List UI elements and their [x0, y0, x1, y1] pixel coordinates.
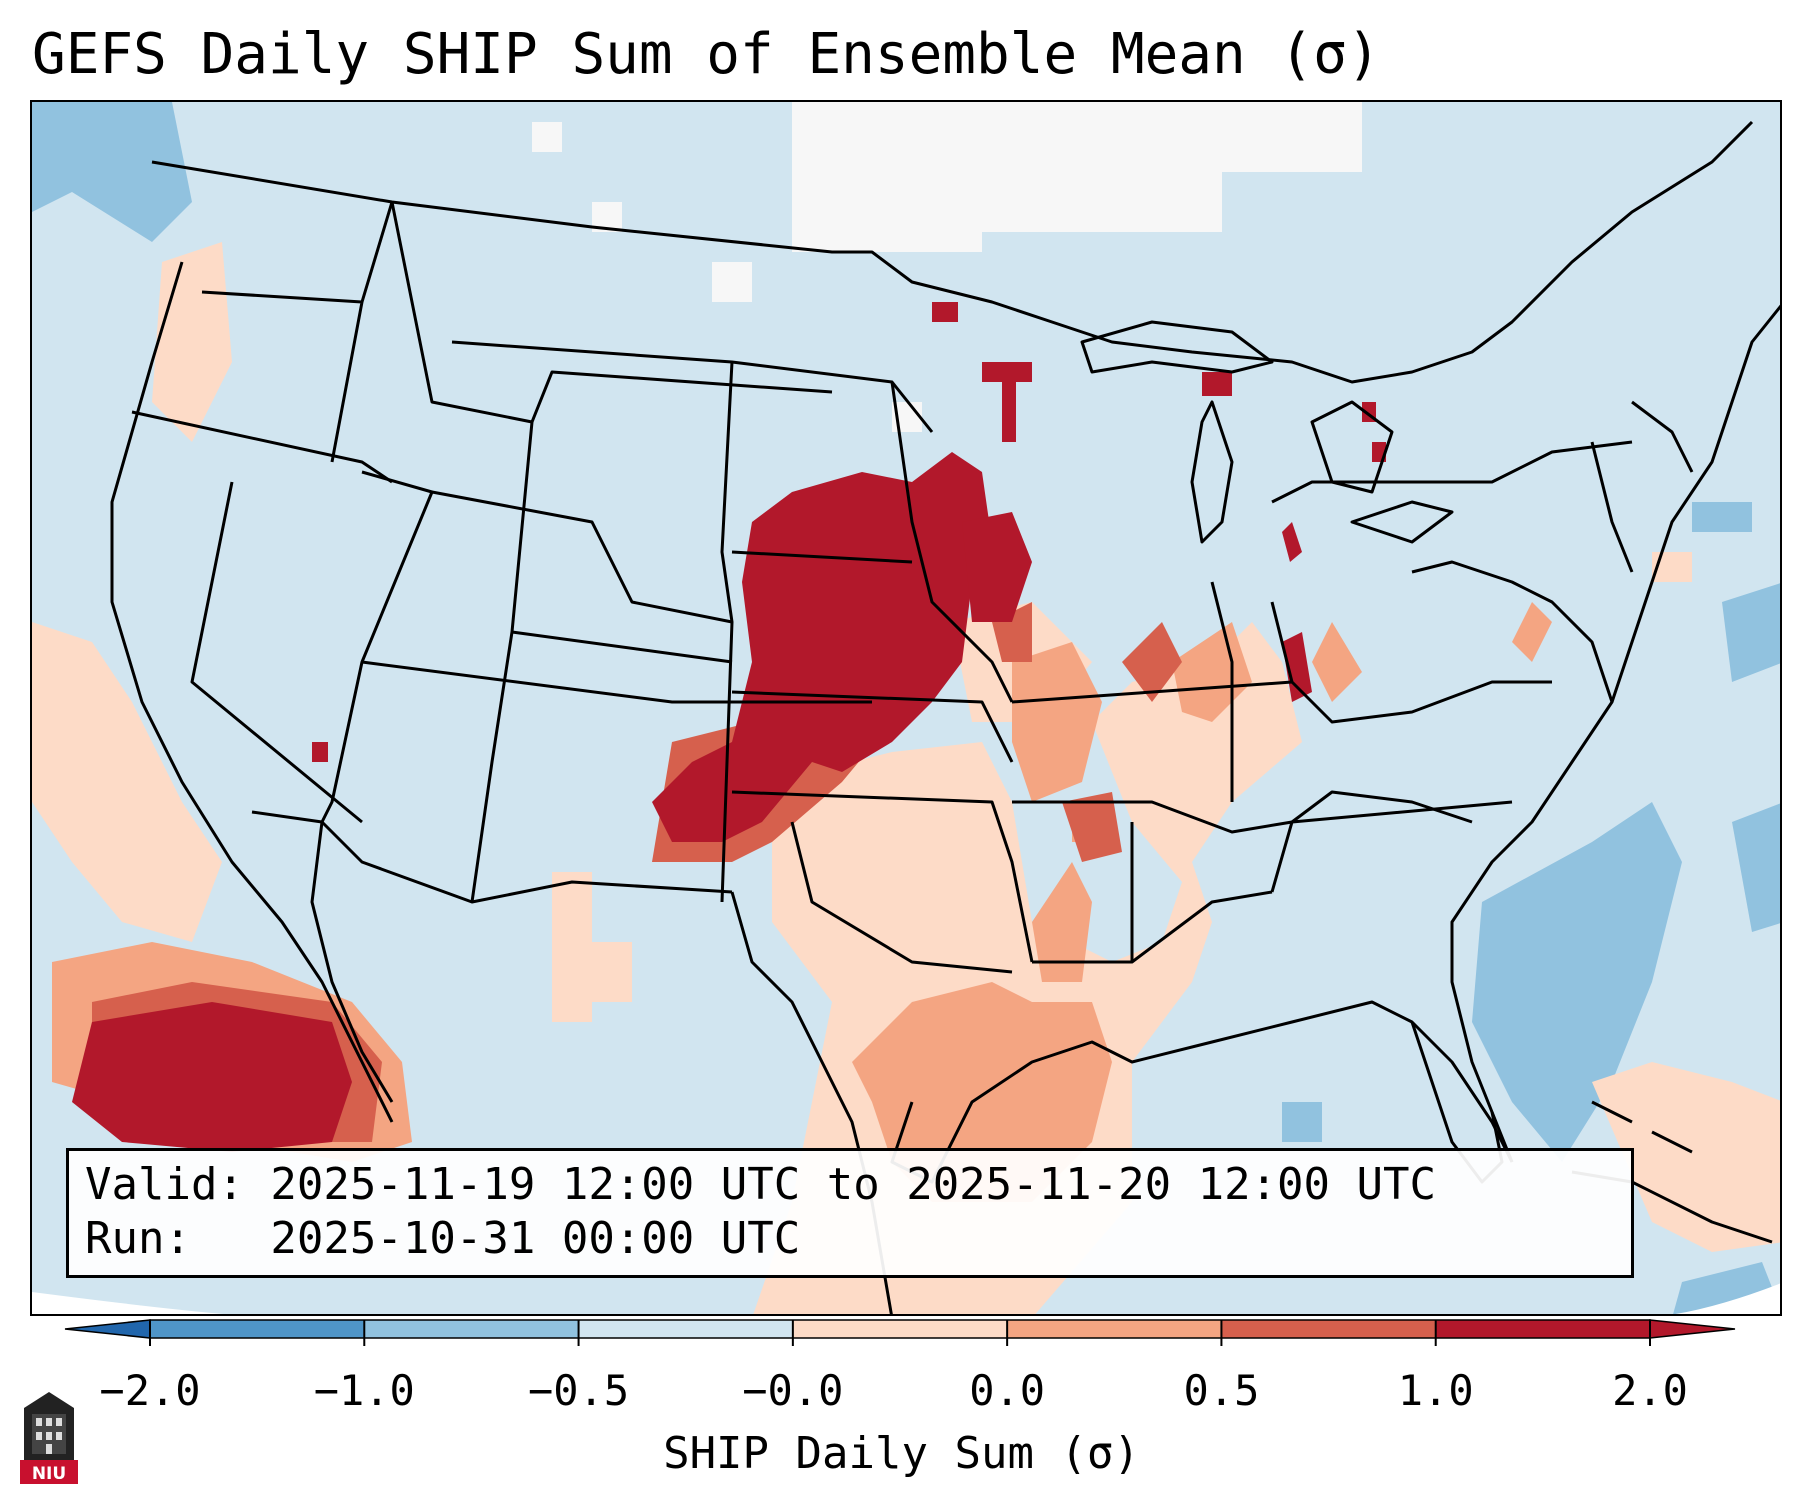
- colorbar-extend-high: [1649, 1319, 1736, 1339]
- colorbar-tick-label: 0.5: [1183, 1366, 1260, 1415]
- nd-sd-mn: [890, 381, 1014, 703]
- great-lakes-south: [1271, 440, 1633, 504]
- niu-logo: NIU: [20, 1390, 78, 1486]
- logo-text: NIU: [32, 1464, 66, 1484]
- run-time-line: Run: 2025-10-31 00:00 UTC: [85, 1213, 801, 1264]
- colorbar-tick-label: 1.0: [1397, 1366, 1474, 1415]
- id-wy-border: [431, 490, 733, 624]
- colorbar-segment: [1435, 1320, 1650, 1338]
- in-border: [1210, 581, 1234, 802]
- ky-va-border: [1270, 601, 1552, 724]
- ks-border: [731, 690, 1014, 763]
- wy-co-border: [511, 630, 733, 664]
- canada-border: [151, 120, 1754, 384]
- us-mexico-border: [251, 810, 733, 904]
- neutral-zones: [532, 102, 1362, 432]
- projection-edge-right: [1675, 1283, 1780, 1314]
- colorbar-segment: [1221, 1320, 1436, 1338]
- mo-ia-border: [1011, 680, 1293, 704]
- lake-erie: [1350, 500, 1454, 544]
- colorbar-ticks: [149, 1320, 1651, 1346]
- ga-sc-border: [1270, 790, 1473, 893]
- nv-ut-co: [361, 660, 872, 704]
- valid-time-line: Valid: 2025-11-19 12:00 UTC to 2025-11-2…: [85, 1159, 1437, 1210]
- map-canvas: [32, 102, 1780, 1314]
- tx-red-river: [790, 821, 1013, 974]
- colorbar-label: SHIP Daily Sum (σ): [663, 1428, 1140, 1479]
- lake-superior: [1080, 320, 1274, 374]
- colorbar-tick-label: −0.5: [527, 1366, 630, 1415]
- ar-tn-border: [1012, 800, 1513, 834]
- colorbar-segment: [1007, 1320, 1222, 1338]
- colorbar-tick-label: −2.0: [99, 1366, 201, 1415]
- negative-zones: [32, 102, 1780, 1314]
- ok-tx-border: [731, 790, 1034, 963]
- pa-md-va: [1411, 560, 1614, 703]
- mt-border: [390, 201, 833, 424]
- ny-nj-border: [1590, 441, 1634, 573]
- sd-ne-border: [731, 550, 913, 564]
- colorbar-extend-low: [64, 1319, 151, 1339]
- wy-ne-border: [720, 361, 734, 903]
- very-strong-positive-zones: [72, 302, 1386, 1152]
- new-england: [1631, 400, 1694, 473]
- id-north: [360, 201, 394, 303]
- projection-edge-left: [32, 1292, 224, 1314]
- lake-huron: [1310, 400, 1394, 494]
- colorbar-segment: [792, 1320, 1008, 1338]
- lake-michigan: [1190, 400, 1234, 544]
- mt-nd-border: [451, 340, 934, 433]
- colorbar-segments: [64, 1319, 1736, 1339]
- colorbar-segment: [364, 1320, 579, 1338]
- colorbar: [64, 1319, 1736, 1346]
- map-title: GEFS Daily SHIP Sum of Ensemble Mean (σ): [32, 22, 1381, 87]
- colorbar-tick-label: −0.0: [742, 1366, 844, 1415]
- atlantic-coast: [1450, 304, 1780, 1163]
- or-ca-nv: [190, 481, 363, 824]
- colorbar-segment: [578, 1320, 793, 1338]
- colorbar-tick-label: 0.0: [969, 1366, 1046, 1415]
- validity-info-box: Valid: 2025-11-19 12:00 UTC to 2025-11-2…: [66, 1148, 1634, 1278]
- ut-border: [470, 421, 534, 903]
- map-panel: [30, 100, 1782, 1316]
- university-tower-icon: NIU: [20, 1392, 78, 1484]
- colorbar-segment: [150, 1320, 365, 1338]
- or-wa-border: [131, 410, 393, 484]
- west-coast: [110, 261, 394, 1123]
- baja: [310, 821, 394, 1103]
- colorbar-tick-label: 2.0: [1612, 1366, 1688, 1415]
- la-ms-border: [1032, 890, 1273, 964]
- bahamas: [1591, 1100, 1693, 1154]
- colorbar-tick-label: −1.0: [313, 1366, 415, 1415]
